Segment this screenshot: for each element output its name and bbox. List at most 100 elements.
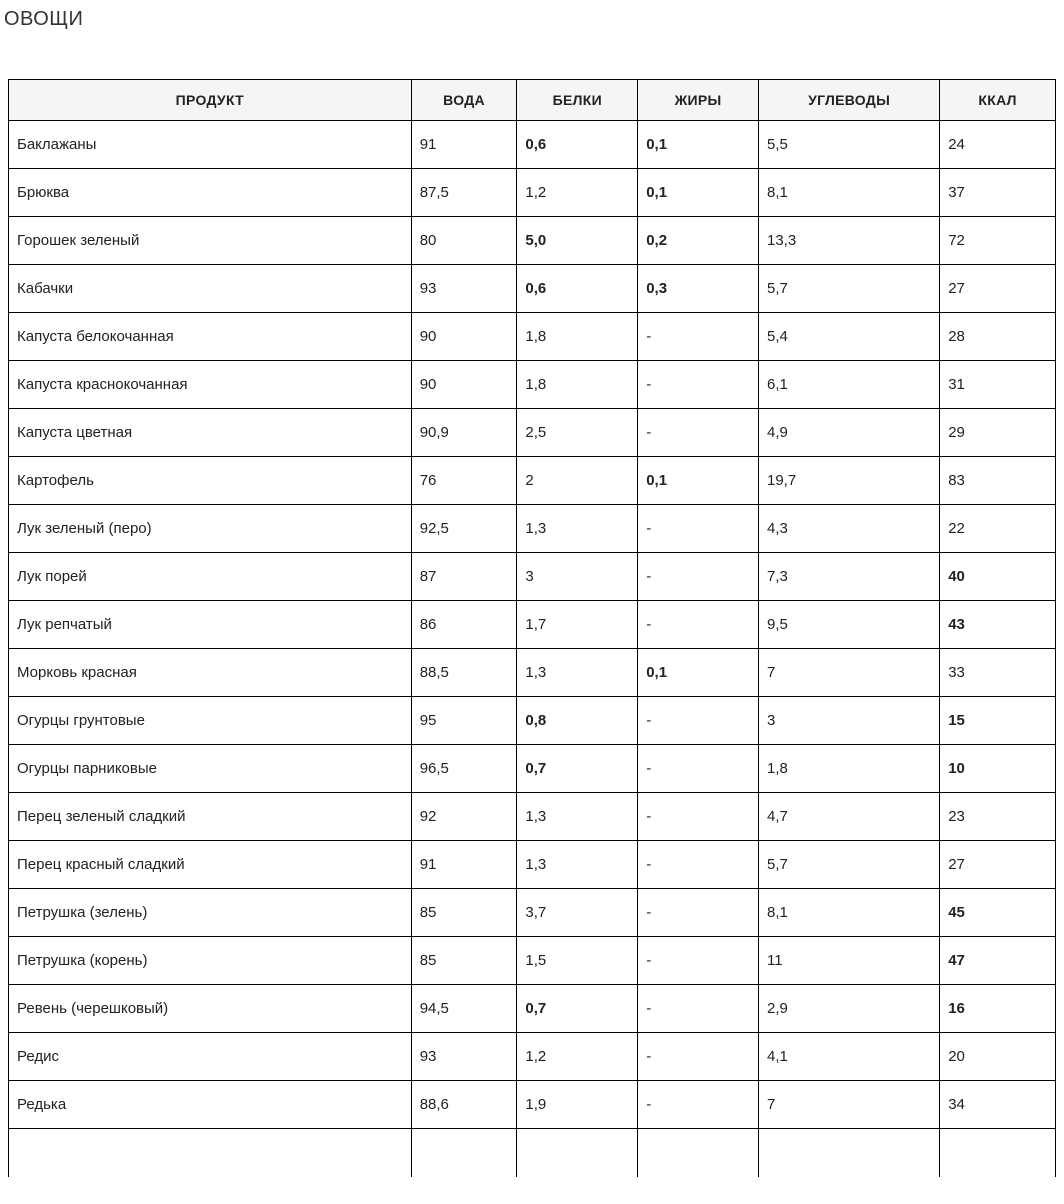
cell-protein: 1,2	[517, 1033, 638, 1081]
cell-carbs: 9,5	[758, 601, 939, 649]
cell-water: 85	[411, 889, 517, 937]
cell-product: Капуста краснокочанная	[9, 361, 412, 409]
cell-protein: 1,9	[517, 1081, 638, 1129]
cell-kcal: 43	[940, 601, 1056, 649]
cell-kcal: 23	[940, 793, 1056, 841]
cell-fat: -	[638, 1081, 759, 1129]
cell-protein: 1,3	[517, 841, 638, 889]
cell-protein: 1,3	[517, 649, 638, 697]
cell-water: 90,9	[411, 409, 517, 457]
cell-product: Морковь красная	[9, 649, 412, 697]
cell-fat: -	[638, 937, 759, 985]
cell-fat: 0,1	[638, 457, 759, 505]
cell-carbs: 7	[758, 649, 939, 697]
cell-carbs: 6,1	[758, 361, 939, 409]
cell-carbs: 5,5	[758, 121, 939, 169]
col-header-fat: ЖИРЫ	[638, 80, 759, 121]
cell-water: 95	[411, 697, 517, 745]
cell-product: Лук порей	[9, 553, 412, 601]
cell-carbs: 4,1	[758, 1033, 939, 1081]
table-header-row: ПРОДУКТ ВОДА БЕЛКИ ЖИРЫ УГЛЕВОДЫ ККАЛ	[9, 80, 1056, 121]
cell-water: 86	[411, 601, 517, 649]
table-row-cutoff	[9, 1129, 1056, 1177]
table-row: Огурцы парниковые96,50,7-1,810	[9, 745, 1056, 793]
cell-product: Перец красный сладкий	[9, 841, 412, 889]
table-row: Капуста краснокочанная901,8-6,131	[9, 361, 1056, 409]
cell-product: Лук зеленый (перо)	[9, 505, 412, 553]
cell-kcal: 16	[940, 985, 1056, 1033]
table-row: Кабачки930,60,35,727	[9, 265, 1056, 313]
table-row: Редька88,61,9-734	[9, 1081, 1056, 1129]
cell-kcal: 29	[940, 409, 1056, 457]
cell-water: 80	[411, 217, 517, 265]
cell-empty	[940, 1129, 1056, 1177]
cell-carbs: 5,7	[758, 265, 939, 313]
cell-carbs: 19,7	[758, 457, 939, 505]
cell-fat: 0,2	[638, 217, 759, 265]
cell-protein: 3	[517, 553, 638, 601]
cell-protein: 1,8	[517, 313, 638, 361]
cell-kcal: 45	[940, 889, 1056, 937]
cell-product: Ревень (черешковый)	[9, 985, 412, 1033]
cell-empty	[638, 1129, 759, 1177]
col-header-kcal: ККАЛ	[940, 80, 1056, 121]
cell-water: 87	[411, 553, 517, 601]
page-title: ОВОЩИ	[4, 8, 1056, 31]
cell-kcal: 27	[940, 841, 1056, 889]
cell-kcal: 27	[940, 265, 1056, 313]
cell-kcal: 15	[940, 697, 1056, 745]
cell-water: 90	[411, 313, 517, 361]
cell-product: Петрушка (корень)	[9, 937, 412, 985]
table-row: Брюква87,51,20,18,137	[9, 169, 1056, 217]
cell-carbs: 3	[758, 697, 939, 745]
table-row: Огурцы грунтовые950,8-315	[9, 697, 1056, 745]
cell-product: Капуста цветная	[9, 409, 412, 457]
cell-product: Капуста белокочанная	[9, 313, 412, 361]
cell-fat: -	[638, 1033, 759, 1081]
cell-fat: -	[638, 505, 759, 553]
table-row: Горошек зеленый805,00,213,372	[9, 217, 1056, 265]
cell-protein: 1,2	[517, 169, 638, 217]
cell-fat: -	[638, 841, 759, 889]
table-row: Редис931,2-4,120	[9, 1033, 1056, 1081]
col-header-protein: БЕЛКИ	[517, 80, 638, 121]
cell-carbs: 11	[758, 937, 939, 985]
cell-product: Брюква	[9, 169, 412, 217]
cell-carbs: 8,1	[758, 889, 939, 937]
nutrition-table: ПРОДУКТ ВОДА БЕЛКИ ЖИРЫ УГЛЕВОДЫ ККАЛ Ба…	[8, 79, 1056, 1177]
cell-kcal: 24	[940, 121, 1056, 169]
cell-carbs: 4,3	[758, 505, 939, 553]
table-row: Перец зеленый сладкий921,3-4,723	[9, 793, 1056, 841]
table-row: Лук зеленый (перо)92,51,3-4,322	[9, 505, 1056, 553]
cell-protein: 5,0	[517, 217, 638, 265]
col-header-product: ПРОДУКТ	[9, 80, 412, 121]
cell-water: 76	[411, 457, 517, 505]
cell-fat: -	[638, 553, 759, 601]
cell-protein: 0,8	[517, 697, 638, 745]
cell-empty	[411, 1129, 517, 1177]
cell-kcal: 28	[940, 313, 1056, 361]
cell-carbs: 4,9	[758, 409, 939, 457]
cell-kcal: 34	[940, 1081, 1056, 1129]
cell-product: Редис	[9, 1033, 412, 1081]
cell-kcal: 37	[940, 169, 1056, 217]
cell-fat: -	[638, 409, 759, 457]
cell-carbs: 13,3	[758, 217, 939, 265]
cell-product: Баклажаны	[9, 121, 412, 169]
cell-protein: 1,7	[517, 601, 638, 649]
cell-protein: 2	[517, 457, 638, 505]
cell-fat: 0,1	[638, 649, 759, 697]
cell-fat: -	[638, 985, 759, 1033]
col-header-water: ВОДА	[411, 80, 517, 121]
cell-fat: 0,1	[638, 169, 759, 217]
table-row: Петрушка (зелень)853,7-8,145	[9, 889, 1056, 937]
table-row: Картофель7620,119,783	[9, 457, 1056, 505]
cell-carbs: 8,1	[758, 169, 939, 217]
cell-water: 85	[411, 937, 517, 985]
cell-carbs: 4,7	[758, 793, 939, 841]
cell-protein: 1,5	[517, 937, 638, 985]
cell-protein: 0,7	[517, 745, 638, 793]
cell-empty	[758, 1129, 939, 1177]
cell-fat: -	[638, 361, 759, 409]
cell-water: 96,5	[411, 745, 517, 793]
